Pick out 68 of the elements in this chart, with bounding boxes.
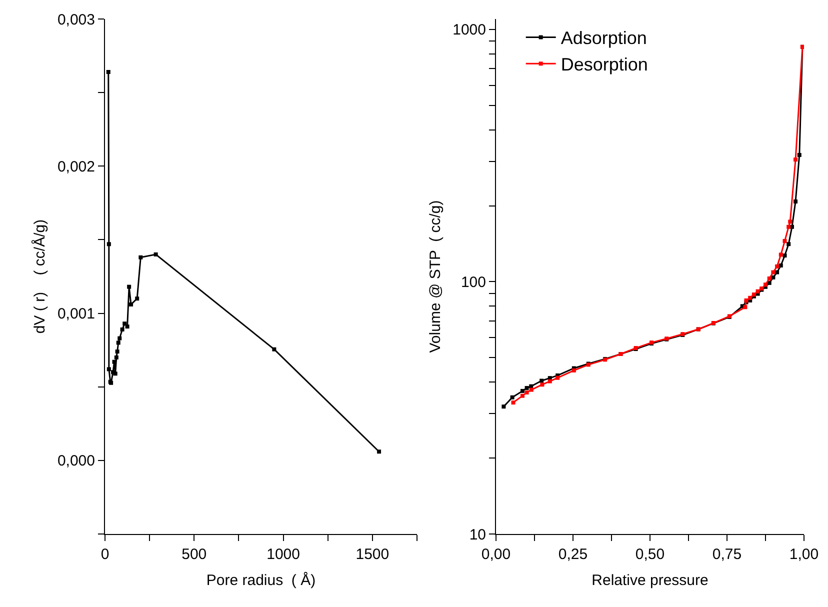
point <box>135 296 140 301</box>
point <box>106 70 110 74</box>
point <box>520 394 524 398</box>
point <box>540 382 544 387</box>
x-tick-label: 0,75 <box>712 546 742 563</box>
point <box>775 270 780 274</box>
point <box>756 289 760 294</box>
point <box>743 305 748 310</box>
point <box>782 239 787 244</box>
point <box>154 252 158 256</box>
y-tick-label: 1000 <box>452 22 486 39</box>
point <box>118 336 122 340</box>
point <box>524 390 529 394</box>
point <box>120 327 124 332</box>
x-tick-label: 0 <box>100 546 110 563</box>
point <box>138 255 143 260</box>
x-tick-label: 0,25 <box>558 546 588 563</box>
x-axis-title: Relative pressure <box>592 572 708 589</box>
x-axis-title: Pore radius ( Å) <box>206 571 316 589</box>
point <box>748 296 752 300</box>
x-tick-label: 500 <box>182 546 207 563</box>
point <box>106 367 111 372</box>
point <box>116 340 120 345</box>
point <box>556 376 560 380</box>
point <box>529 388 534 392</box>
y-tick-label: 0,003 <box>57 11 95 28</box>
y-tick-label: 0,001 <box>57 306 95 323</box>
point <box>771 270 776 274</box>
y-axis-title: Volume @ STP ( cc/g) <box>426 200 444 353</box>
point <box>794 158 798 162</box>
point <box>778 252 783 257</box>
y-tick-label: 100 <box>460 274 486 291</box>
point <box>377 450 382 454</box>
point <box>794 199 798 204</box>
x-tick-label: 0,00 <box>481 546 511 563</box>
point <box>272 347 276 352</box>
x-tick-label: 1500 <box>356 546 390 563</box>
y-axis-title: dV ( r) ( cc/Å/g) <box>30 219 49 334</box>
point <box>786 224 791 229</box>
point <box>520 388 524 393</box>
legend-label: Desorption <box>560 54 648 75</box>
legend-label: Adsorption <box>560 28 647 48</box>
point <box>502 404 506 409</box>
x-tick-label: 0,50 <box>635 546 665 563</box>
point <box>511 400 516 405</box>
point <box>786 242 791 246</box>
y-tick-label: 10 <box>469 526 486 544</box>
point <box>797 152 802 157</box>
x-tick-label: 1,00 <box>789 546 819 563</box>
point <box>129 302 134 306</box>
point <box>125 324 130 329</box>
point <box>778 263 783 268</box>
point <box>510 395 514 400</box>
point <box>114 355 118 360</box>
point <box>767 280 772 285</box>
point <box>524 386 529 390</box>
point <box>548 379 552 384</box>
point <box>115 350 120 354</box>
y-tick-label: 0,002 <box>57 158 95 176</box>
point <box>782 254 787 258</box>
y-tick-label: 0,000 <box>57 452 95 470</box>
point <box>775 264 780 268</box>
point <box>767 276 772 280</box>
point <box>788 220 792 224</box>
point <box>106 242 111 246</box>
x-tick-label: 1000 <box>266 546 300 563</box>
point <box>122 322 127 326</box>
point <box>127 284 132 289</box>
